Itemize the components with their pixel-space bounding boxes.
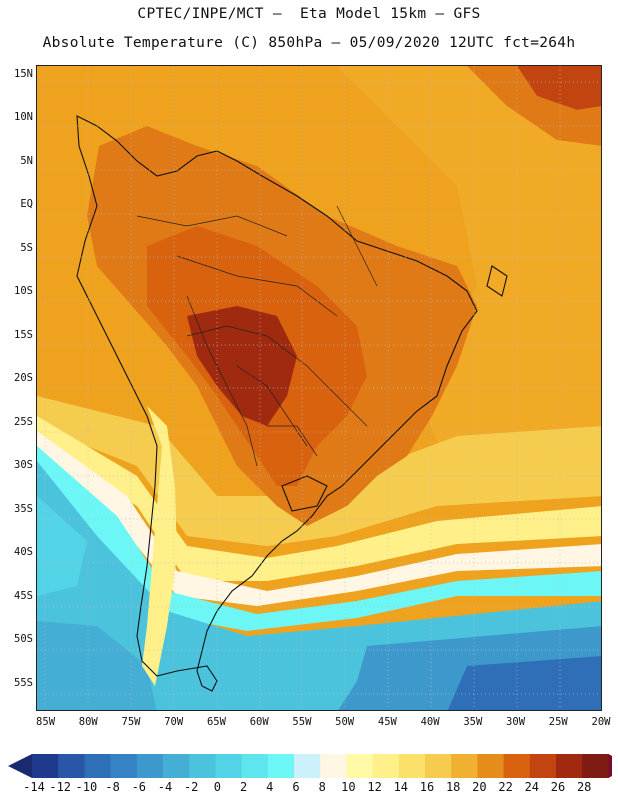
colorbar-swatch <box>398 754 426 778</box>
field-warm-ne <box>467 66 601 146</box>
field-band-18 <box>37 396 601 546</box>
field-band-cold-se2 <box>447 656 601 710</box>
lon-label: 40W <box>420 716 440 728</box>
colorbar-swatch <box>32 754 59 778</box>
colorbar-swatch <box>110 754 138 778</box>
lon-label: 20W <box>591 716 611 728</box>
lat-label: 25S <box>14 415 33 428</box>
colorbar-swatch <box>189 754 216 778</box>
lat-label: 5S <box>20 241 33 254</box>
lat-label: 50S <box>14 633 33 646</box>
colorbar-tick-label: 8 <box>318 780 326 794</box>
colorbar-tick-label: 12 <box>367 780 382 794</box>
colorbar-swatch <box>267 754 295 778</box>
colorbar-tick-label: 6 <box>292 780 300 794</box>
lat-label: 55S <box>14 676 33 689</box>
lat-label: 35S <box>14 502 33 515</box>
lon-label: 25W <box>548 716 568 728</box>
lat-label: 10N <box>14 111 33 124</box>
lon-label: 50W <box>335 716 355 728</box>
colorbar-swatch <box>529 754 557 778</box>
colorbar-swatch <box>294 754 321 778</box>
lon-label: 70W <box>164 716 184 728</box>
colorbar-tick-label: 24 <box>524 780 540 794</box>
lon-label: 55W <box>292 716 312 728</box>
colorbar-swatch <box>136 754 164 778</box>
colorbar-tick-label: -10 <box>75 780 98 794</box>
colorbar-swatch <box>372 754 400 778</box>
colorbar-tick-label: 22 <box>498 780 513 794</box>
lon-label: 65W <box>206 716 226 728</box>
colorbar-tick-label: 16 <box>419 780 435 794</box>
field-band-8 <box>37 431 601 606</box>
lon-label: 80W <box>78 716 98 728</box>
colorbar-tick-label: 10 <box>341 780 356 794</box>
field-hot-ne <box>517 66 601 110</box>
lat-label: EQ <box>20 198 33 211</box>
colorbar-swatch <box>163 754 190 778</box>
colorbar-swatch <box>320 754 347 778</box>
lat-label: 15S <box>14 328 33 341</box>
colorbar-tick-label: 20 <box>472 780 487 794</box>
andes-cool <box>142 406 177 686</box>
colorbar-tick-label: -2 <box>183 780 199 794</box>
colorbar-tick-label: -6 <box>131 780 147 794</box>
colorbar-tick-label: 14 <box>393 780 409 794</box>
coastlines <box>76 115 508 692</box>
lon-label: 30W <box>506 716 526 728</box>
lon-label: 60W <box>249 716 269 728</box>
colorbar-tick-label: 2 <box>239 780 248 794</box>
field-band-4 <box>37 446 601 631</box>
lat-label: 40S <box>14 546 33 559</box>
colorbar-swatch <box>451 754 478 778</box>
lat-label: 20S <box>14 372 33 385</box>
colorbar-tick-label: 4 <box>266 780 274 794</box>
colorbar-swatch <box>215 754 242 778</box>
lat-label: 15N <box>14 67 33 80</box>
colorbar-tick-label: -8 <box>105 780 120 794</box>
field-band-14 <box>37 416 601 581</box>
colorbar-swatch <box>241 754 269 778</box>
continent-very-hot <box>187 306 297 426</box>
colorbar-swatch <box>346 754 373 778</box>
field-band-north-light <box>337 66 601 486</box>
lat-label: 5N <box>20 154 33 167</box>
lon-label: 75W <box>121 716 141 728</box>
colorbar-tick-label: 0 <box>213 780 221 794</box>
colorbar-swatch <box>556 754 583 778</box>
lon-label: 85W <box>36 716 56 728</box>
colorbar-swatch <box>503 754 531 778</box>
colorbar-tick-label: -14 <box>23 780 45 794</box>
map-title-line-1: CPTEC/INPE/MCT – Eta Model 15km – GFS <box>137 6 481 22</box>
colorbar-over-triangle <box>608 754 612 778</box>
colorbar-tick-label: 28 <box>576 780 592 794</box>
colorbar-swatch <box>425 754 452 778</box>
colorbar-swatch <box>582 754 609 778</box>
colorbar-swatch <box>84 754 111 778</box>
colorbar-tick-label: -12 <box>49 780 72 794</box>
lat-label: 30S <box>14 459 33 472</box>
colorbar-swatch <box>58 754 85 778</box>
map-title-line-2: Absolute Temperature (C) 850hPa – 05/09/… <box>42 35 576 51</box>
lat-label: 10S <box>14 285 33 298</box>
colorbar-tick-label: 26 <box>550 780 566 794</box>
lat-label: 45S <box>14 589 33 602</box>
colorbar <box>8 754 612 778</box>
field-band-0 <box>37 496 87 596</box>
colorbar-tick-label: -4 <box>157 780 173 794</box>
field-band-cold-sw <box>37 621 157 710</box>
colorbar-under-triangle <box>8 754 32 778</box>
lon-label: 45W <box>377 716 397 728</box>
colorbar-tick-label: 18 <box>445 780 461 794</box>
temperature-map <box>36 65 602 711</box>
colorbar-swatch <box>477 754 504 778</box>
lon-label: 35W <box>463 716 483 728</box>
